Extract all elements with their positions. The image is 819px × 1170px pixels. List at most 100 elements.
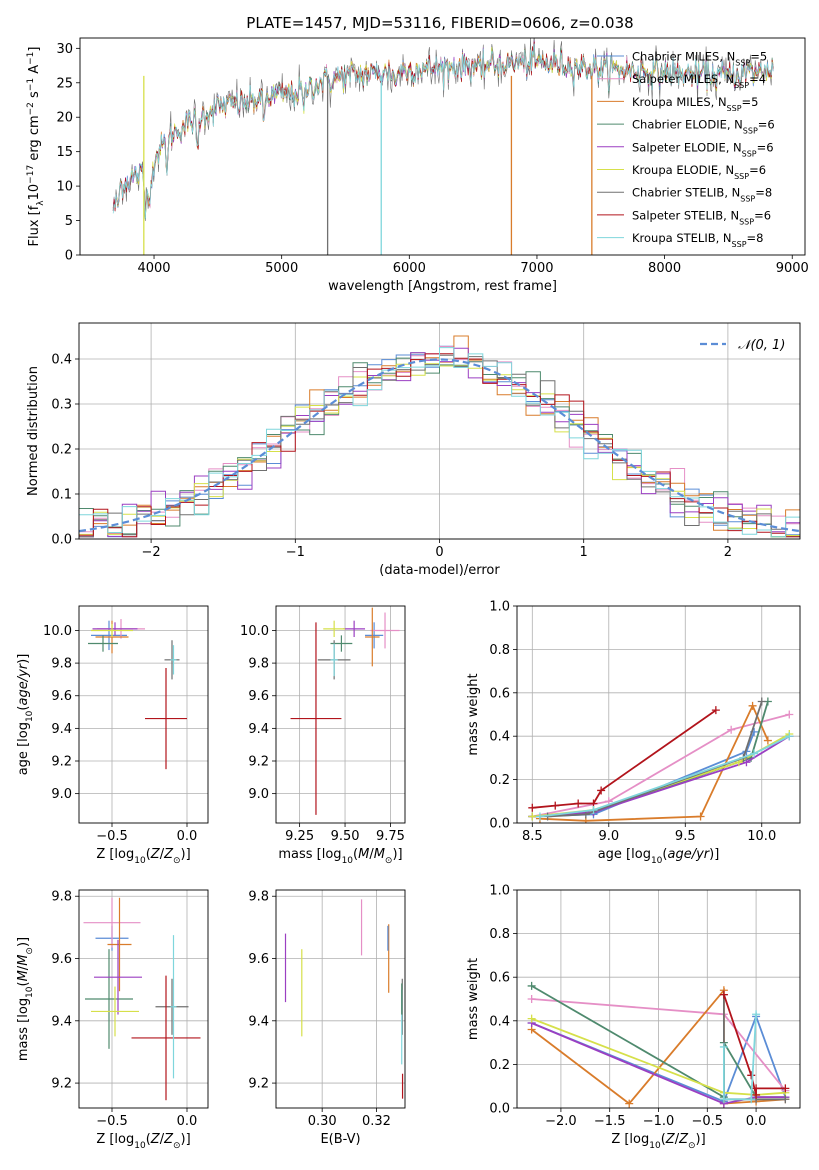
legend: Chabrier MILES, NSSP=5 Salpeter MILES, NS… — [597, 50, 775, 249]
x-axis-label: E(B-V) — [320, 1132, 360, 1147]
plot-area — [284, 899, 404, 1099]
x-tick-label: −0.5 — [96, 1114, 128, 1129]
legend-label: Kroupa MILES, NSSP=5 — [632, 95, 758, 113]
weight-marker — [747, 1071, 756, 1080]
legend-label: Salpeter ELODIE, NSSP=6 — [632, 140, 774, 158]
x-tick-label: 5000 — [265, 261, 298, 276]
axes-frame — [275, 889, 406, 1109]
plot-area — [528, 697, 794, 823]
x-tick-label: −1 — [286, 545, 305, 560]
x-axis-label: Z [log10(Z/Z⊙)] — [96, 847, 190, 866]
weight-marker — [711, 706, 720, 715]
x-axis-label: Z [log10(Z/Z⊙)] — [611, 1132, 705, 1151]
y-tick-label: 0.2 — [51, 443, 72, 458]
y-axis-label: age [log10(age/yr)] — [16, 654, 35, 776]
y-tick-label: 1.0 — [489, 600, 510, 615]
y-tick-label: 9.2 — [51, 1077, 72, 1092]
y-tick-label: 9.2 — [248, 755, 269, 770]
weight-line — [532, 701, 769, 818]
plot-area — [83, 897, 201, 1101]
weight-marker — [742, 758, 751, 767]
y-tick-label: 9.8 — [248, 890, 269, 905]
x-tick-label: 7000 — [520, 261, 553, 276]
weight-marker — [719, 1042, 728, 1051]
panel-mass_weight_vs_Z: −2.0 −1.5 −1.0 −0.5 0.0 0.0 0.2 0.4 0.6 0.8 1.0 Z [… — [466, 884, 801, 1151]
y-tick-label: 9.8 — [248, 657, 269, 672]
x-tick-label: 10.0 — [747, 829, 776, 844]
weight-marker — [527, 1014, 536, 1023]
hist-chabrier_elodie — [79, 352, 800, 538]
x-axis-label: mass [log10(M/M⊙)] — [278, 847, 402, 866]
y-tick-label: 9.4 — [51, 1014, 72, 1029]
y-tick-label: 9.0 — [248, 787, 269, 802]
weight-marker — [752, 1010, 761, 1019]
panel-age_vs_mass: 9.25 9.50 9.75 9.0 9.2 9.4 9.6 9.8 10.0 mass [log… — [240, 605, 406, 866]
x-tick-label: 0.0 — [177, 1114, 198, 1129]
y-tick-label: 0.6 — [489, 686, 510, 701]
y-tick-label: 9.6 — [248, 689, 269, 704]
y-tick-label: 25 — [56, 76, 73, 91]
weight-line — [539, 735, 790, 818]
panel-age_vs_Z: −0.5 0.0 9.0 9.2 9.4 9.6 9.8 10.0 Z [log10(Z/Z⊙)… — [16, 605, 209, 866]
plot-area — [527, 981, 790, 1108]
plot-area — [112, 38, 774, 255]
plot-area — [290, 607, 400, 815]
y-tick-label: 9.6 — [248, 952, 269, 967]
weight-line — [723, 1014, 757, 1101]
spectrum-line-kroupa_stelib — [112, 43, 774, 219]
legend-label: Salpeter MILES, NSSP=4 — [632, 72, 766, 90]
x-axis-label: wavelength [Angstrom, rest frame] — [328, 279, 557, 294]
y-tick-label: 0.6 — [489, 971, 510, 986]
y-tick-label: 0.0 — [489, 1102, 510, 1117]
y-tick-label: 0.8 — [489, 927, 510, 942]
y-tick-label: 0.8 — [489, 643, 510, 658]
axes-frame — [78, 605, 209, 824]
y-tick-label: 0.2 — [489, 773, 510, 788]
x-tick-label: 9.25 — [285, 829, 314, 844]
axes-frame — [78, 889, 209, 1109]
y-tick-label: 0.1 — [51, 488, 72, 503]
weight-marker — [551, 801, 560, 810]
weight-marker — [781, 1095, 790, 1104]
weight-marker — [597, 786, 606, 795]
x-tick-label: 9.50 — [331, 829, 360, 844]
y-axis-label: Flux [fλ10−17 erg cm−2 s−1 A−1] — [26, 47, 46, 247]
y-tick-label: 0.4 — [489, 1014, 510, 1029]
weight-marker — [719, 1095, 728, 1104]
weight-marker — [574, 799, 583, 808]
weight-marker — [781, 1084, 790, 1093]
panel-mass_weight_vs_age: 8.5 9.0 9.5 10.0 0.0 0.2 0.4 0.6 0.8 1.0 age [log1… — [466, 600, 801, 866]
y-tick-label: 20 — [56, 111, 73, 126]
weight-marker — [752, 1084, 761, 1093]
legend-label: Chabrier ELODIE, NSSP=6 — [632, 118, 775, 136]
panel-spectrum: 4000 5000 6000 7000 8000 9000 0 5 10 15 20 25 30 wave… — [26, 37, 809, 294]
weight-line — [531, 1022, 786, 1105]
x-tick-label: 9.0 — [598, 829, 619, 844]
y-tick-label: 9.8 — [51, 890, 72, 905]
legend-label: Chabrier MILES, NSSP=5 — [632, 50, 767, 68]
weight-marker — [625, 1099, 634, 1108]
figure-title: PLATE=1457, MJD=53116, FIBERID=0606, z=0… — [246, 14, 633, 32]
y-tick-label: 10 — [56, 180, 73, 195]
x-tick-label: 9.75 — [376, 829, 405, 844]
weight-marker — [747, 1095, 756, 1104]
x-tick-label: 6000 — [393, 261, 426, 276]
plot-area — [88, 619, 187, 770]
y-tick-label: 0.2 — [489, 1058, 510, 1073]
x-axis-label: Z [log10(Z/Z⊙)] — [96, 1132, 190, 1151]
y-axis-label: mass weight — [466, 958, 481, 1040]
weight-marker — [527, 995, 536, 1003]
y-tick-label: 0.0 — [51, 533, 72, 548]
plot-area — [79, 335, 800, 538]
x-tick-label: 9.5 — [675, 829, 696, 844]
x-tick-label: −2.0 — [545, 1114, 577, 1129]
weight-marker — [727, 725, 736, 734]
x-tick-label: −2 — [142, 545, 161, 560]
x-tick-label: 0.0 — [746, 1114, 767, 1129]
weight-line — [531, 1017, 786, 1096]
x-axis-label: (data-model)/error — [379, 563, 500, 578]
legend-label: Chabrier STELIB, NSSP=8 — [632, 186, 772, 204]
x-tick-label: −0.5 — [692, 1114, 724, 1129]
weight-marker — [750, 749, 759, 758]
